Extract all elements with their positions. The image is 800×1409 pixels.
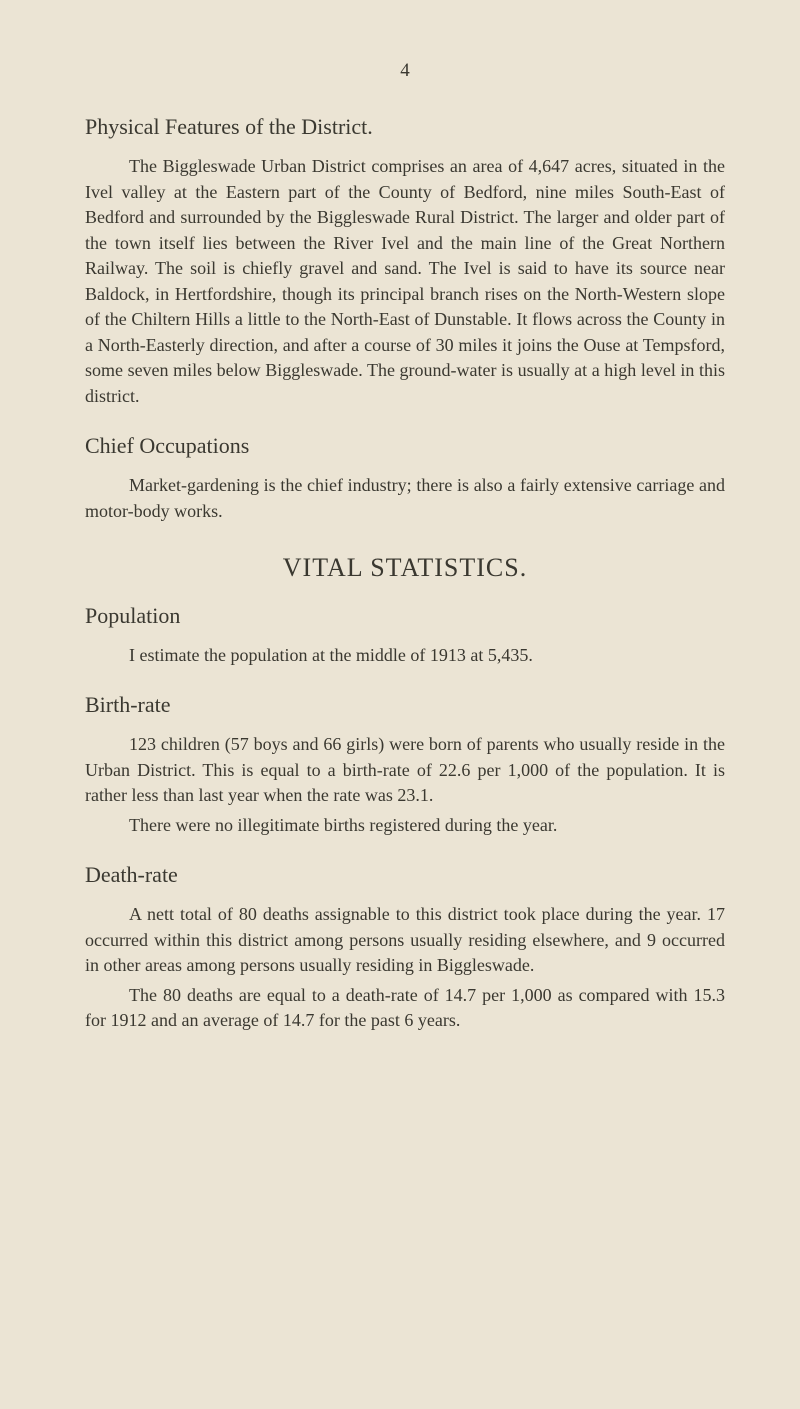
birth-rate-heading: Birth-rate bbox=[85, 692, 725, 718]
death-rate-body-1: A nett total of 80 deaths assignable to … bbox=[85, 902, 725, 979]
physical-features-body: The Biggleswade Urban District comprises… bbox=[85, 154, 725, 409]
death-rate-heading: Death-rate bbox=[85, 862, 725, 888]
physical-features-heading: Physical Features of the District. bbox=[85, 114, 725, 140]
chief-occupations-body: Market-gardening is the chief industry; … bbox=[85, 473, 725, 524]
chief-occupations-heading: Chief Occupations bbox=[85, 433, 725, 459]
population-body: I estimate the population at the middle … bbox=[85, 643, 725, 669]
vital-statistics-heading: VITAL STATISTICS. bbox=[85, 553, 725, 583]
death-rate-body-2: The 80 deaths are equal to a death-rate … bbox=[85, 983, 725, 1034]
birth-rate-body-1: 123 children (57 boys and 66 girls) were… bbox=[85, 732, 725, 809]
page-number: 4 bbox=[85, 60, 725, 82]
population-heading: Population bbox=[85, 603, 725, 629]
birth-rate-body-2: There were no illegitimate births regist… bbox=[85, 813, 725, 839]
